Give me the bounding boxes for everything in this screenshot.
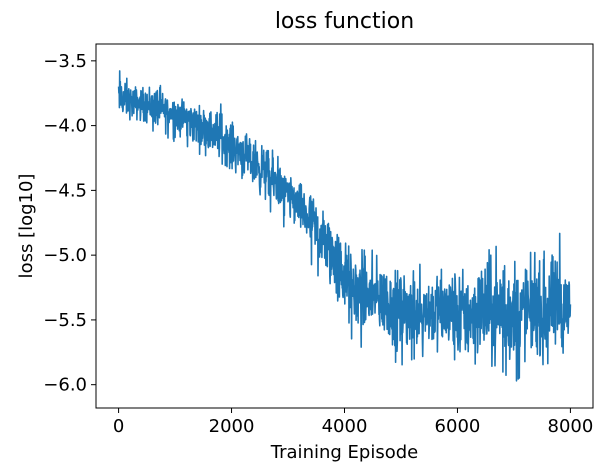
x-tick-label: 4000 [322, 416, 368, 437]
x-tick-label: 0 [113, 416, 124, 437]
loss-series-line [117, 70, 572, 382]
x-axis: 0 2000 4000 6000 8000 [113, 408, 593, 437]
y-tick-label: −3.5 [43, 51, 87, 72]
series-layer [117, 70, 572, 382]
x-tick-label: 2000 [209, 416, 255, 437]
x-tick-label: 6000 [435, 416, 481, 437]
y-axis: −6.0 −5.5 −5.0 −4.5 −4.0 −3.5 [43, 51, 96, 396]
chart-title: loss function [275, 9, 414, 34]
x-axis-label: Training Episode [270, 442, 418, 463]
y-tick-label: −4.0 [43, 116, 87, 137]
x-tick-label: 8000 [548, 416, 594, 437]
y-tick-label: −5.5 [43, 310, 87, 331]
y-axis-label: loss [log10] [16, 174, 37, 279]
y-tick-label: −4.5 [43, 180, 87, 201]
y-tick-label: −5.0 [43, 245, 87, 266]
y-tick-label: −6.0 [43, 375, 87, 396]
